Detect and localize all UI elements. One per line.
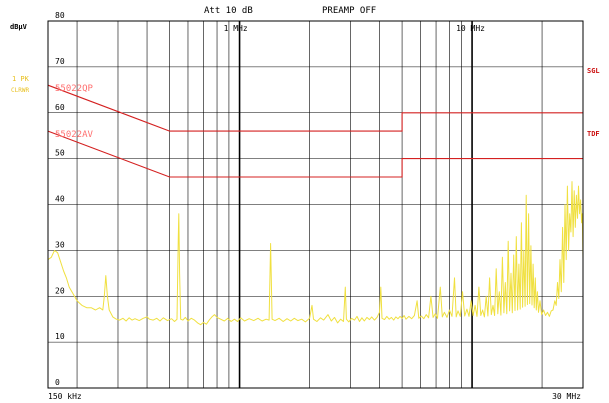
x-axis-tick-labels: 150 kHz 30 MHz 1 MHz 10 MHz [48, 24, 581, 401]
y-tick-label-0: 0 [55, 378, 60, 387]
x-tick-label-150000: 150 kHz [48, 392, 82, 401]
x-tick-label-10000000: 10 MHz [456, 24, 485, 33]
limit-lines [47, 84, 583, 178]
y-axis-tick-labels: 0 10 20 30 40 50 60 70 80 [55, 11, 65, 387]
attenuation-label: Att 10 dB [204, 6, 253, 16]
grid [48, 21, 583, 388]
unit-label: dBµV [10, 23, 28, 31]
trace-mode-label: 1 PK [12, 75, 30, 83]
trace-clear-label: CLRWR [11, 87, 29, 94]
x-tick-label-1000000: 1 MHz [224, 24, 248, 33]
y-tick-label-50: 50 [55, 149, 65, 158]
limit-line-55022QP [47, 84, 583, 132]
limit-label-55022QP: 55022QP [55, 84, 94, 94]
limit-line-labels: 55022QP 55022AV [55, 84, 94, 140]
sgl-label: SGL [587, 67, 600, 75]
limit-label-55022AV: 55022AV [55, 130, 94, 140]
measurement-trace [47, 181, 584, 326]
y-tick-label-30: 30 [55, 240, 65, 249]
tdf-label: TDF [587, 130, 600, 138]
y-tick-label-70: 70 [55, 57, 65, 66]
y-tick-label-20: 20 [55, 286, 65, 295]
y-tick-label-10: 10 [55, 332, 65, 341]
preamp-label: PREAMP OFF [322, 6, 376, 16]
y-tick-label-60: 60 [55, 103, 65, 112]
x-tick-label-30000000: 30 MHz [552, 392, 581, 401]
plot-frame [47, 20, 584, 389]
trace-line [47, 181, 584, 326]
y-tick-label-80: 80 [55, 11, 65, 20]
y-tick-label-40: 40 [55, 195, 65, 204]
limit-line-55022AV [47, 130, 583, 178]
